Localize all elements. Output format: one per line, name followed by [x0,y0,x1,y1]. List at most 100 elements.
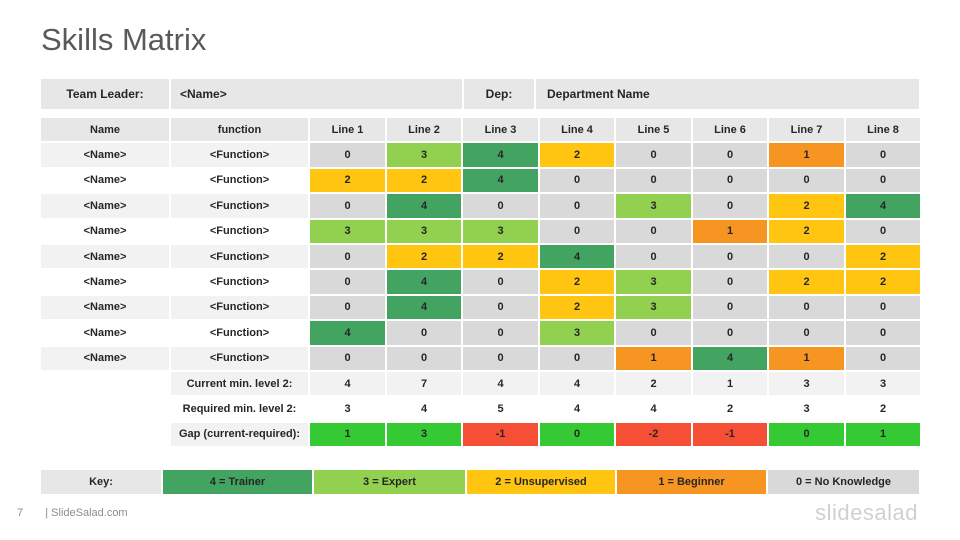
skill-level-cell: 4 [540,244,614,269]
employee-name-cell: <Name> [41,244,169,269]
summary-value-cell: 2 [846,397,920,421]
skill-level-cell: 2 [540,295,614,320]
summary-value-cell: 3 [769,371,844,396]
skill-level-cell: 0 [769,244,844,269]
summary-value-cell: 3 [769,397,844,421]
employee-function-cell: <Function> [171,346,308,370]
page-number: 7 [17,507,24,519]
page-title: Skills Matrix [41,22,207,57]
skill-level-cell: 4 [846,194,920,218]
skill-level-cell: 0 [463,346,538,370]
skill-level-cell: 3 [310,219,385,243]
skill-level-cell: 0 [616,244,691,269]
skill-level-cell: 0 [310,244,385,269]
skill-level-cell: 3 [387,219,461,243]
skills-matrix-table: Name function Line 1 Line 2 Line 3 Line 4 Line… [39,116,922,448]
skill-level-cell: 0 [693,168,767,193]
column-header: Line 1 [310,118,385,142]
key-label: Key: [41,470,161,494]
key-item: 2 = Unsupervised [467,470,615,494]
brand-logo: slidesalad [815,500,918,525]
table-row: <Name> <Function> 2 2 4 0 0 0 0 0 [41,168,920,193]
dep-label-cell: Dep: [464,79,534,109]
employee-function-cell: <Function> [171,295,308,320]
skill-level-cell: 0 [616,321,691,345]
column-header: Line 6 [693,118,767,142]
skill-level-cell: 3 [463,219,538,243]
summary-value-cell: 4 [616,397,691,421]
employee-function-cell: <Function> [171,244,308,269]
skill-level-cell: 0 [387,321,461,345]
summary-value-cell: 4 [463,371,538,396]
skill-level-cell: 2 [846,270,920,294]
summary-row: Required min. level 2: 3 4 5 4 4 2 3 2 [41,397,920,421]
skill-level-cell: 3 [540,321,614,345]
column-header: Line 3 [463,118,538,142]
employee-name-cell: <Name> [41,143,169,167]
table-row: <Name> <Function> 0 2 2 4 0 0 0 2 [41,244,920,269]
column-header: Line 7 [769,118,844,142]
table-row: <Name> <Function> 0 4 0 2 3 0 0 0 [41,295,920,320]
summary-value-cell: 4 [387,397,461,421]
employee-name-cell: <Name> [41,219,169,243]
employee-function-cell: <Function> [171,321,308,345]
summary-value-cell: 3 [310,397,385,421]
gap-value-cell: -1 [693,422,767,447]
summary-value-cell: 1 [693,371,767,396]
skill-level-cell: 0 [846,321,920,345]
skill-level-cell: 0 [310,143,385,167]
skill-level-cell: 0 [693,194,767,218]
skill-level-cell: 0 [846,295,920,320]
blank-cell [41,422,169,447]
skill-level-cell: 3 [387,143,461,167]
skill-level-cell: 0 [769,321,844,345]
skill-level-cell: 0 [693,270,767,294]
skill-level-cell: 0 [846,219,920,243]
table-row: <Name> <Function> 0 3 4 2 0 0 1 0 [41,143,920,167]
dep-value-cell: Department Name [536,79,919,109]
skill-level-cell: 0 [310,295,385,320]
key-item: 1 = Beginner [617,470,766,494]
skill-level-cell: 0 [846,346,920,370]
summary-value-cell: 4 [540,397,614,421]
employee-function-cell: <Function> [171,194,308,218]
employee-name-cell: <Name> [41,270,169,294]
skill-level-cell: 1 [616,346,691,370]
skill-level-cell: 0 [310,194,385,218]
summary-label-cell: Required min. level 2: [171,397,308,421]
employee-function-cell: <Function> [171,143,308,167]
gap-value-cell: 0 [540,422,614,447]
dep-label: Dep: [485,87,513,101]
summary-row: Current min. level 2: 4 7 4 4 2 1 3 3 [41,371,920,396]
employee-name-cell: <Name> [41,321,169,345]
summary-row: Gap (current-required): 1 3 -1 0 -2 -1 0 1 [41,422,920,447]
skill-level-cell: 0 [693,244,767,269]
summary-value-cell: 2 [693,397,767,421]
column-header: Name [41,118,169,142]
gap-value-cell: -2 [616,422,691,447]
skill-level-cell: 2 [769,219,844,243]
skill-level-cell: 4 [310,321,385,345]
skill-level-cell: 0 [769,168,844,193]
column-header: Line 5 [616,118,691,142]
table-row: <Name> <Function> 0 4 0 2 3 0 2 2 [41,270,920,294]
skill-level-cell: 3 [616,295,691,320]
summary-value-cell: 2 [616,371,691,396]
skill-level-cell: 0 [540,194,614,218]
skill-level-cell: 0 [693,143,767,167]
summary-label-cell: Gap (current-required): [171,422,308,447]
gap-value-cell: -1 [463,422,538,447]
gap-value-cell: 1 [846,422,920,447]
team-leader-label: Team Leader: [66,87,144,101]
table-row: <Name> <Function> 3 3 3 0 0 1 2 0 [41,219,920,243]
skill-level-cell: 3 [616,270,691,294]
skill-level-cell: 0 [693,295,767,320]
skill-level-cell: 0 [616,168,691,193]
employee-name-cell: <Name> [41,168,169,193]
key-item: 0 = No Knowledge [768,470,919,494]
skill-level-cell: 0 [769,295,844,320]
skill-level-cell: 2 [310,168,385,193]
gap-value-cell: 1 [310,422,385,447]
column-header: Line 8 [846,118,920,142]
summary-value-cell: 3 [846,371,920,396]
